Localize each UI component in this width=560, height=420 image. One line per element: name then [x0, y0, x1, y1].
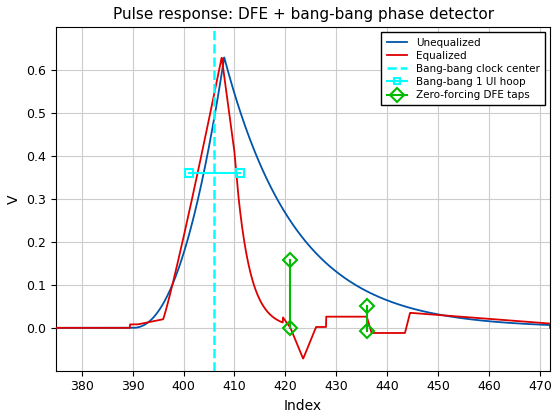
Legend: Unequalized, Equalized, Bang-bang clock center, Bang-bang 1 UI hoop, Zero-forcin: Unequalized, Equalized, Bang-bang clock … — [381, 32, 545, 105]
Y-axis label: V: V — [7, 194, 21, 204]
Title: Pulse response: DFE + bang-bang phase detector: Pulse response: DFE + bang-bang phase de… — [113, 7, 494, 22]
X-axis label: Index: Index — [284, 399, 322, 413]
